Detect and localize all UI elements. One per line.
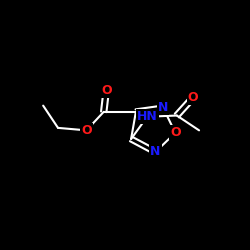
Text: O: O <box>81 124 92 137</box>
Text: N: N <box>158 102 168 114</box>
Text: O: O <box>101 84 112 97</box>
Text: HN: HN <box>137 110 158 123</box>
Text: O: O <box>188 91 198 104</box>
Text: O: O <box>170 126 181 139</box>
Text: N: N <box>150 146 161 158</box>
